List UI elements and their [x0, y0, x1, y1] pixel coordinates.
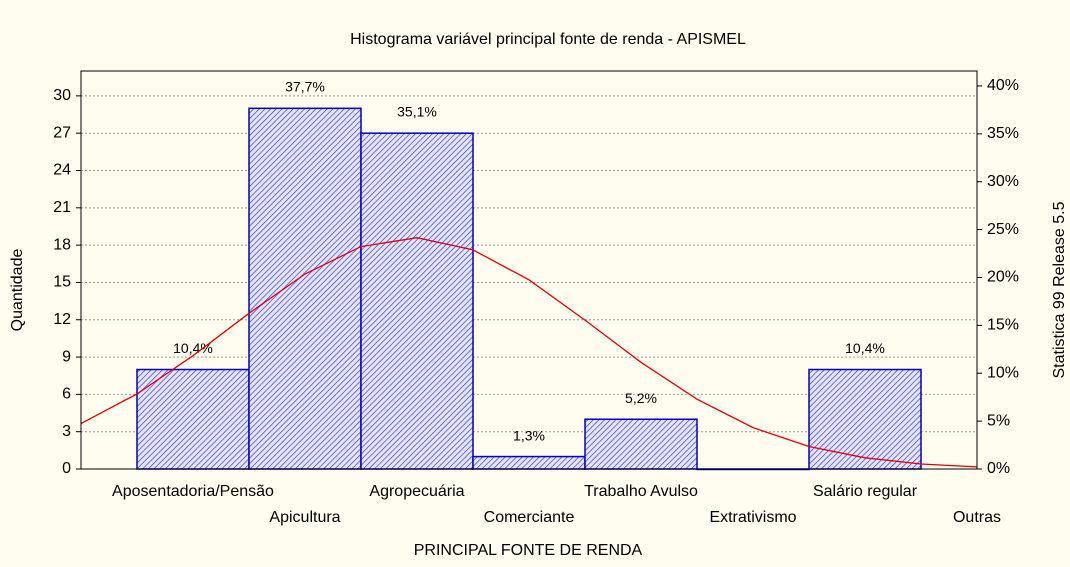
- x-tick-label: Apicultura: [269, 509, 340, 526]
- bar: [472, 455, 586, 470]
- data-label: 35,1%: [397, 104, 437, 120]
- y-tick-label: 9: [62, 348, 71, 365]
- plot-frame: [80, 70, 978, 470]
- x-tick-label: Aposentadoria/Pensão: [112, 483, 274, 500]
- y-tick-label: 27: [53, 124, 71, 141]
- y-tick-label: 18: [53, 236, 71, 253]
- y-tick-label: 0: [62, 460, 71, 477]
- bar: [808, 368, 922, 470]
- y2-tick-label: 10%: [987, 364, 1019, 381]
- bar: [584, 418, 698, 470]
- data-label: 1,3%: [513, 427, 545, 443]
- y-tick-label: 21: [53, 199, 71, 216]
- normal-curve: [80, 237, 978, 468]
- data-label: 10,4%: [845, 340, 885, 356]
- y-tick-label: 6: [62, 386, 71, 403]
- data-label: 37,7%: [285, 79, 325, 95]
- y-tick-label: 12: [53, 311, 71, 328]
- x-tick-label: Agropecuária: [369, 483, 464, 500]
- y2-tick-label: 15%: [987, 317, 1019, 334]
- data-label: 5,2%: [625, 390, 657, 406]
- y-tick-label: 24: [53, 162, 71, 179]
- y2-tick-label: 5%: [987, 412, 1010, 429]
- y-tick-label: 15: [53, 274, 71, 291]
- x-tick-label: Extrativismo: [709, 509, 796, 526]
- bar: [248, 107, 362, 470]
- y2-tick-label: 25%: [987, 221, 1019, 238]
- y2-tick-label: 20%: [987, 269, 1019, 286]
- chart-title: Histograma variável principal fonte de r…: [350, 31, 746, 48]
- y-axis-title: Quantidade: [9, 249, 26, 332]
- y2-tick-label: 35%: [987, 125, 1019, 142]
- y2-tick-label: 40%: [987, 77, 1019, 94]
- bar: [136, 368, 250, 470]
- x-tick-label: Salário regular: [813, 483, 918, 500]
- bar: [360, 132, 474, 470]
- y2-tick-label: 0%: [987, 460, 1010, 477]
- x-tick-label: Comerciante: [484, 509, 575, 526]
- data-label: 10,4%: [173, 340, 213, 356]
- x-tick-label: Outras: [953, 509, 1001, 526]
- y2-tick-label: 30%: [987, 173, 1019, 190]
- y2-axis-title: Statistica 99 Release 5.5: [1051, 201, 1068, 378]
- y-tick-label: 30: [53, 87, 71, 104]
- x-axis-title: PRINCIPAL FONTE DE RENDA: [414, 542, 643, 559]
- x-tick-label: Trabalho Avulso: [584, 483, 698, 500]
- y-tick-label: 3: [62, 423, 71, 440]
